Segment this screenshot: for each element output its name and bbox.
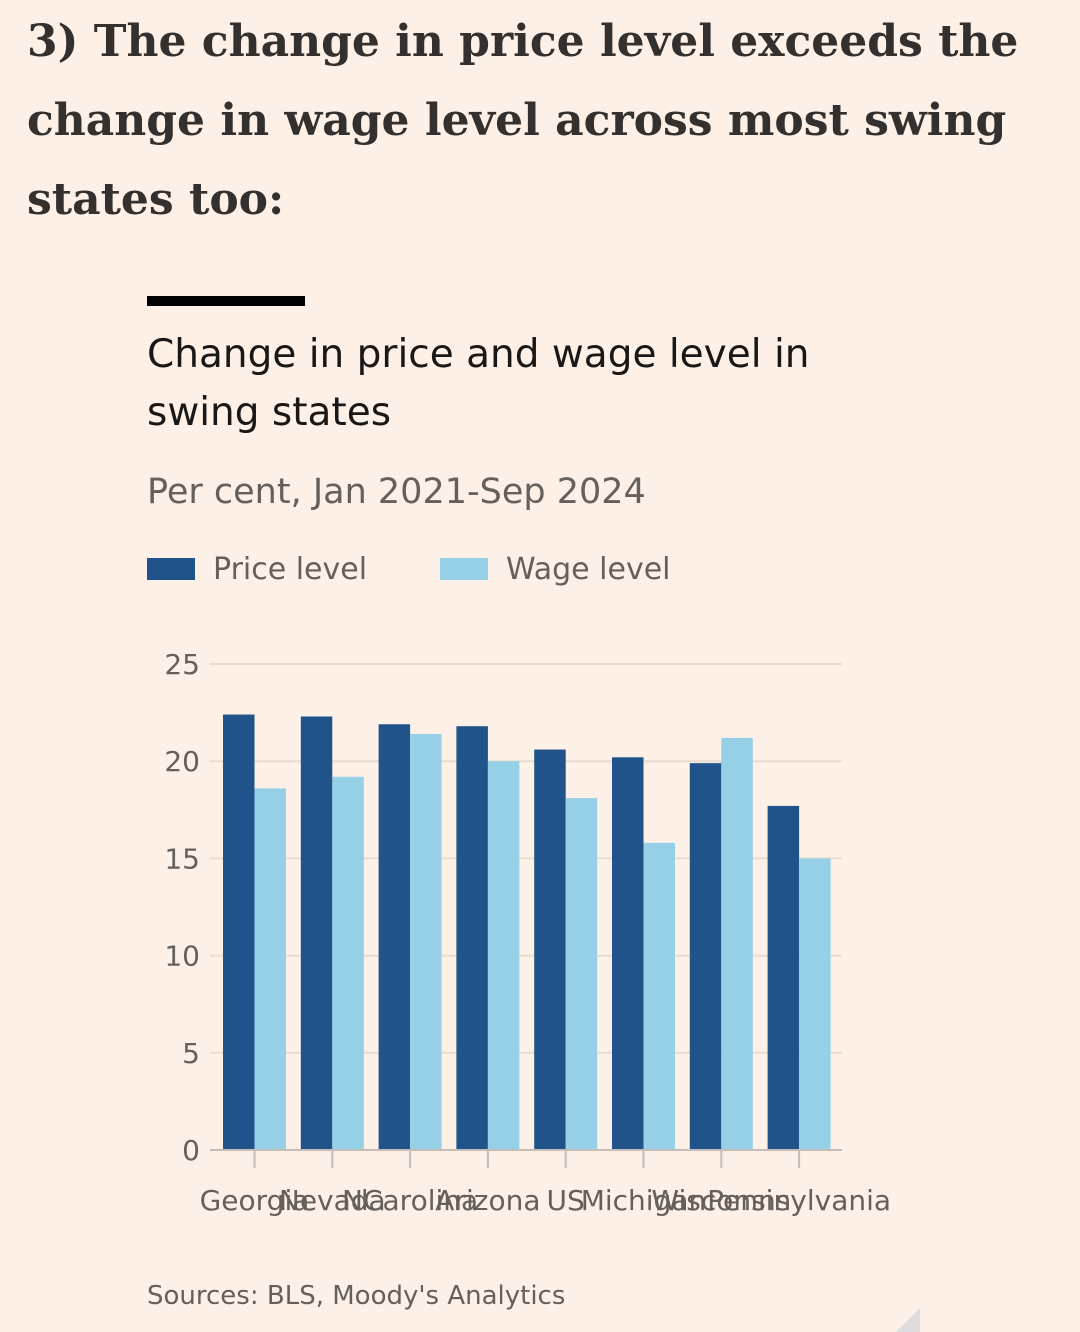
page-corner: [896, 1308, 920, 1332]
bar-price-arizona: [456, 726, 488, 1150]
x-tick-label: Michigan: [581, 1184, 707, 1217]
legend-swatch-wage: [440, 558, 488, 580]
bar-price-pennsylvania: [767, 805, 800, 1150]
headline: 3) The change in price level exceeds the…: [27, 16, 1019, 225]
bar-wage-us: [565, 798, 598, 1150]
x-tick-label: Arizona: [435, 1184, 540, 1217]
bar-price-georgia: [223, 714, 255, 1150]
x-tick-label: Nevada: [279, 1184, 386, 1217]
bar-price-nevada: [300, 716, 333, 1150]
x-tick-label: Pennsylvania: [707, 1184, 891, 1217]
bar-wage-ncarolina: [410, 733, 442, 1150]
y-tick-label: 20: [164, 745, 200, 778]
legend-label-price: Price level: [213, 552, 368, 587]
legend-swatch-price: [147, 558, 195, 580]
title-rule: [147, 296, 305, 306]
y-tick-label: 0: [182, 1134, 200, 1167]
bar-price-michigan: [612, 757, 644, 1150]
y-tick-label: 25: [164, 648, 200, 681]
y-tick-label: 10: [164, 940, 200, 973]
chart-subtitle: Per cent, Jan 2021-Sep 2024: [147, 472, 646, 512]
bar-wage-georgia: [254, 788, 286, 1150]
source-note: Sources: BLS, Moody's Analytics: [147, 1281, 566, 1311]
x-tick-label: NCarolina: [342, 1184, 478, 1217]
bar-price-wisconsin: [689, 763, 722, 1150]
chart-title: Change in price and wage level in swing …: [147, 332, 810, 435]
x-tick-label: Georgia: [200, 1184, 310, 1217]
bar-wage-nevada: [332, 776, 364, 1150]
bar-price-ncarolina: [378, 724, 411, 1150]
bar-wage-pennsylvania: [799, 858, 831, 1150]
bar-wage-arizona: [487, 761, 520, 1150]
y-tick-label: 15: [164, 842, 200, 875]
y-tick-label: 5: [182, 1037, 200, 1070]
x-tick-label: US: [547, 1184, 585, 1217]
bar-wage-wisconsin: [721, 737, 753, 1150]
bar-wage-michigan: [643, 842, 675, 1150]
bar-price-us: [534, 749, 566, 1150]
x-tick-label: Wisconsin: [651, 1184, 791, 1217]
legend-label-wage: Wage level: [506, 552, 671, 587]
